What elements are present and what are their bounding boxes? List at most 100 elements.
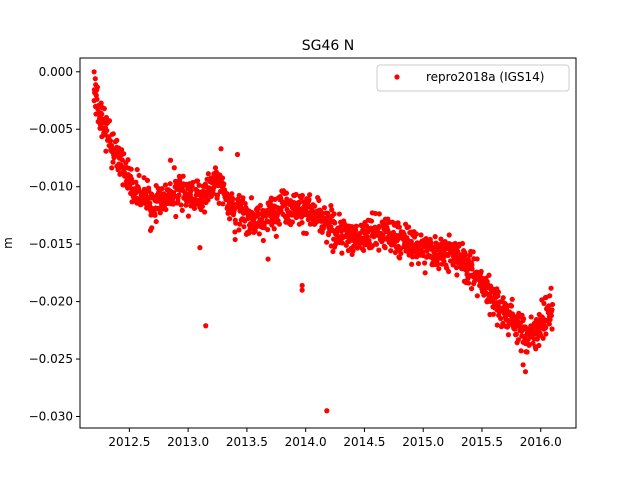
data-point	[276, 221, 283, 227]
data-point	[176, 192, 182, 198]
data-point	[336, 211, 342, 217]
data-point	[495, 289, 502, 295]
data-point	[299, 287, 305, 293]
data-point	[395, 220, 401, 226]
data-point	[376, 247, 382, 253]
data-point	[446, 268, 452, 275]
data-point	[388, 248, 394, 254]
data-point	[152, 212, 158, 218]
data-point	[271, 226, 277, 232]
data-point	[241, 224, 247, 230]
data-point	[144, 177, 151, 183]
data-points	[91, 69, 556, 414]
data-point	[265, 227, 271, 233]
x-tick-label: 2013.0	[167, 435, 209, 449]
data-point	[549, 307, 555, 313]
data-point	[332, 220, 338, 226]
data-point	[110, 159, 116, 165]
data-point	[405, 224, 412, 230]
data-point	[242, 200, 248, 207]
data-point	[536, 342, 542, 349]
data-point	[441, 258, 447, 264]
data-point	[549, 301, 556, 308]
data-point	[91, 69, 97, 75]
data-point	[450, 262, 456, 268]
data-point	[418, 232, 424, 238]
data-point	[162, 182, 169, 188]
data-point	[236, 227, 242, 233]
data-point	[178, 202, 184, 208]
data-point	[468, 286, 475, 292]
data-point	[147, 227, 154, 233]
data-point	[469, 266, 475, 272]
data-point	[185, 213, 192, 219]
data-point	[339, 240, 345, 246]
data-point	[109, 165, 115, 171]
data-point	[422, 270, 428, 276]
data-point	[233, 220, 239, 226]
data-point	[265, 256, 271, 262]
data-point	[188, 188, 194, 194]
data-point	[106, 118, 113, 124]
data-point	[101, 105, 107, 112]
data-point	[409, 254, 416, 260]
data-point	[307, 192, 313, 198]
data-point	[453, 265, 460, 271]
data-point	[293, 191, 299, 198]
data-point	[465, 256, 471, 263]
data-point	[505, 332, 512, 338]
data-point	[329, 207, 335, 213]
data-point	[466, 280, 472, 286]
data-point	[421, 260, 428, 266]
data-point	[232, 229, 238, 235]
plot-area-frame	[79, 57, 577, 429]
data-point	[98, 100, 104, 106]
data-point	[462, 252, 469, 258]
data-point	[436, 266, 442, 272]
data-point	[128, 166, 134, 172]
data-point	[547, 293, 553, 299]
x-tick-label: 2012.5	[108, 435, 150, 449]
data-point	[234, 151, 241, 158]
data-point	[528, 314, 534, 320]
data-point	[324, 239, 330, 245]
data-point	[219, 175, 226, 181]
legend-label-series: repro2018a (IGS14)	[426, 70, 544, 84]
data-point	[470, 249, 476, 255]
x-axis: 2012.5 2013.0 2013.5 2014.0 2014.5 2015.0 2015…	[108, 428, 562, 449]
data-point	[413, 231, 419, 237]
data-point	[159, 185, 165, 192]
data-point	[92, 76, 98, 82]
data-point	[513, 331, 519, 337]
legend: repro2018a (IGS14)	[376, 64, 570, 92]
data-point	[119, 147, 125, 153]
data-point	[257, 202, 263, 209]
y-axis: 0.000 −0.005 −0.010 −0.015 −0.020 −0.025 −0.03…	[29, 65, 80, 424]
data-point	[321, 205, 328, 211]
data-point	[230, 195, 236, 202]
data-point	[500, 295, 506, 301]
data-point	[273, 233, 279, 239]
x-tick-label: 2013.5	[226, 435, 268, 449]
x-tick-label: 2014.5	[343, 435, 385, 449]
data-point	[218, 146, 224, 152]
data-point	[299, 192, 305, 199]
data-point	[202, 209, 208, 215]
data-point	[136, 172, 142, 179]
data-point	[248, 195, 255, 201]
data-point	[180, 173, 186, 179]
data-point	[520, 316, 527, 322]
data-point	[546, 321, 552, 327]
data-point	[121, 151, 127, 157]
chart-title: SG46 N	[302, 38, 354, 54]
legend-box	[376, 64, 570, 92]
data-point	[486, 272, 492, 278]
data-point	[543, 331, 549, 337]
data-point	[252, 228, 258, 234]
data-point	[99, 111, 105, 117]
data-point	[495, 293, 501, 299]
data-point	[540, 335, 546, 341]
data-point	[289, 219, 296, 225]
data-point	[94, 84, 101, 90]
data-point	[518, 348, 524, 354]
